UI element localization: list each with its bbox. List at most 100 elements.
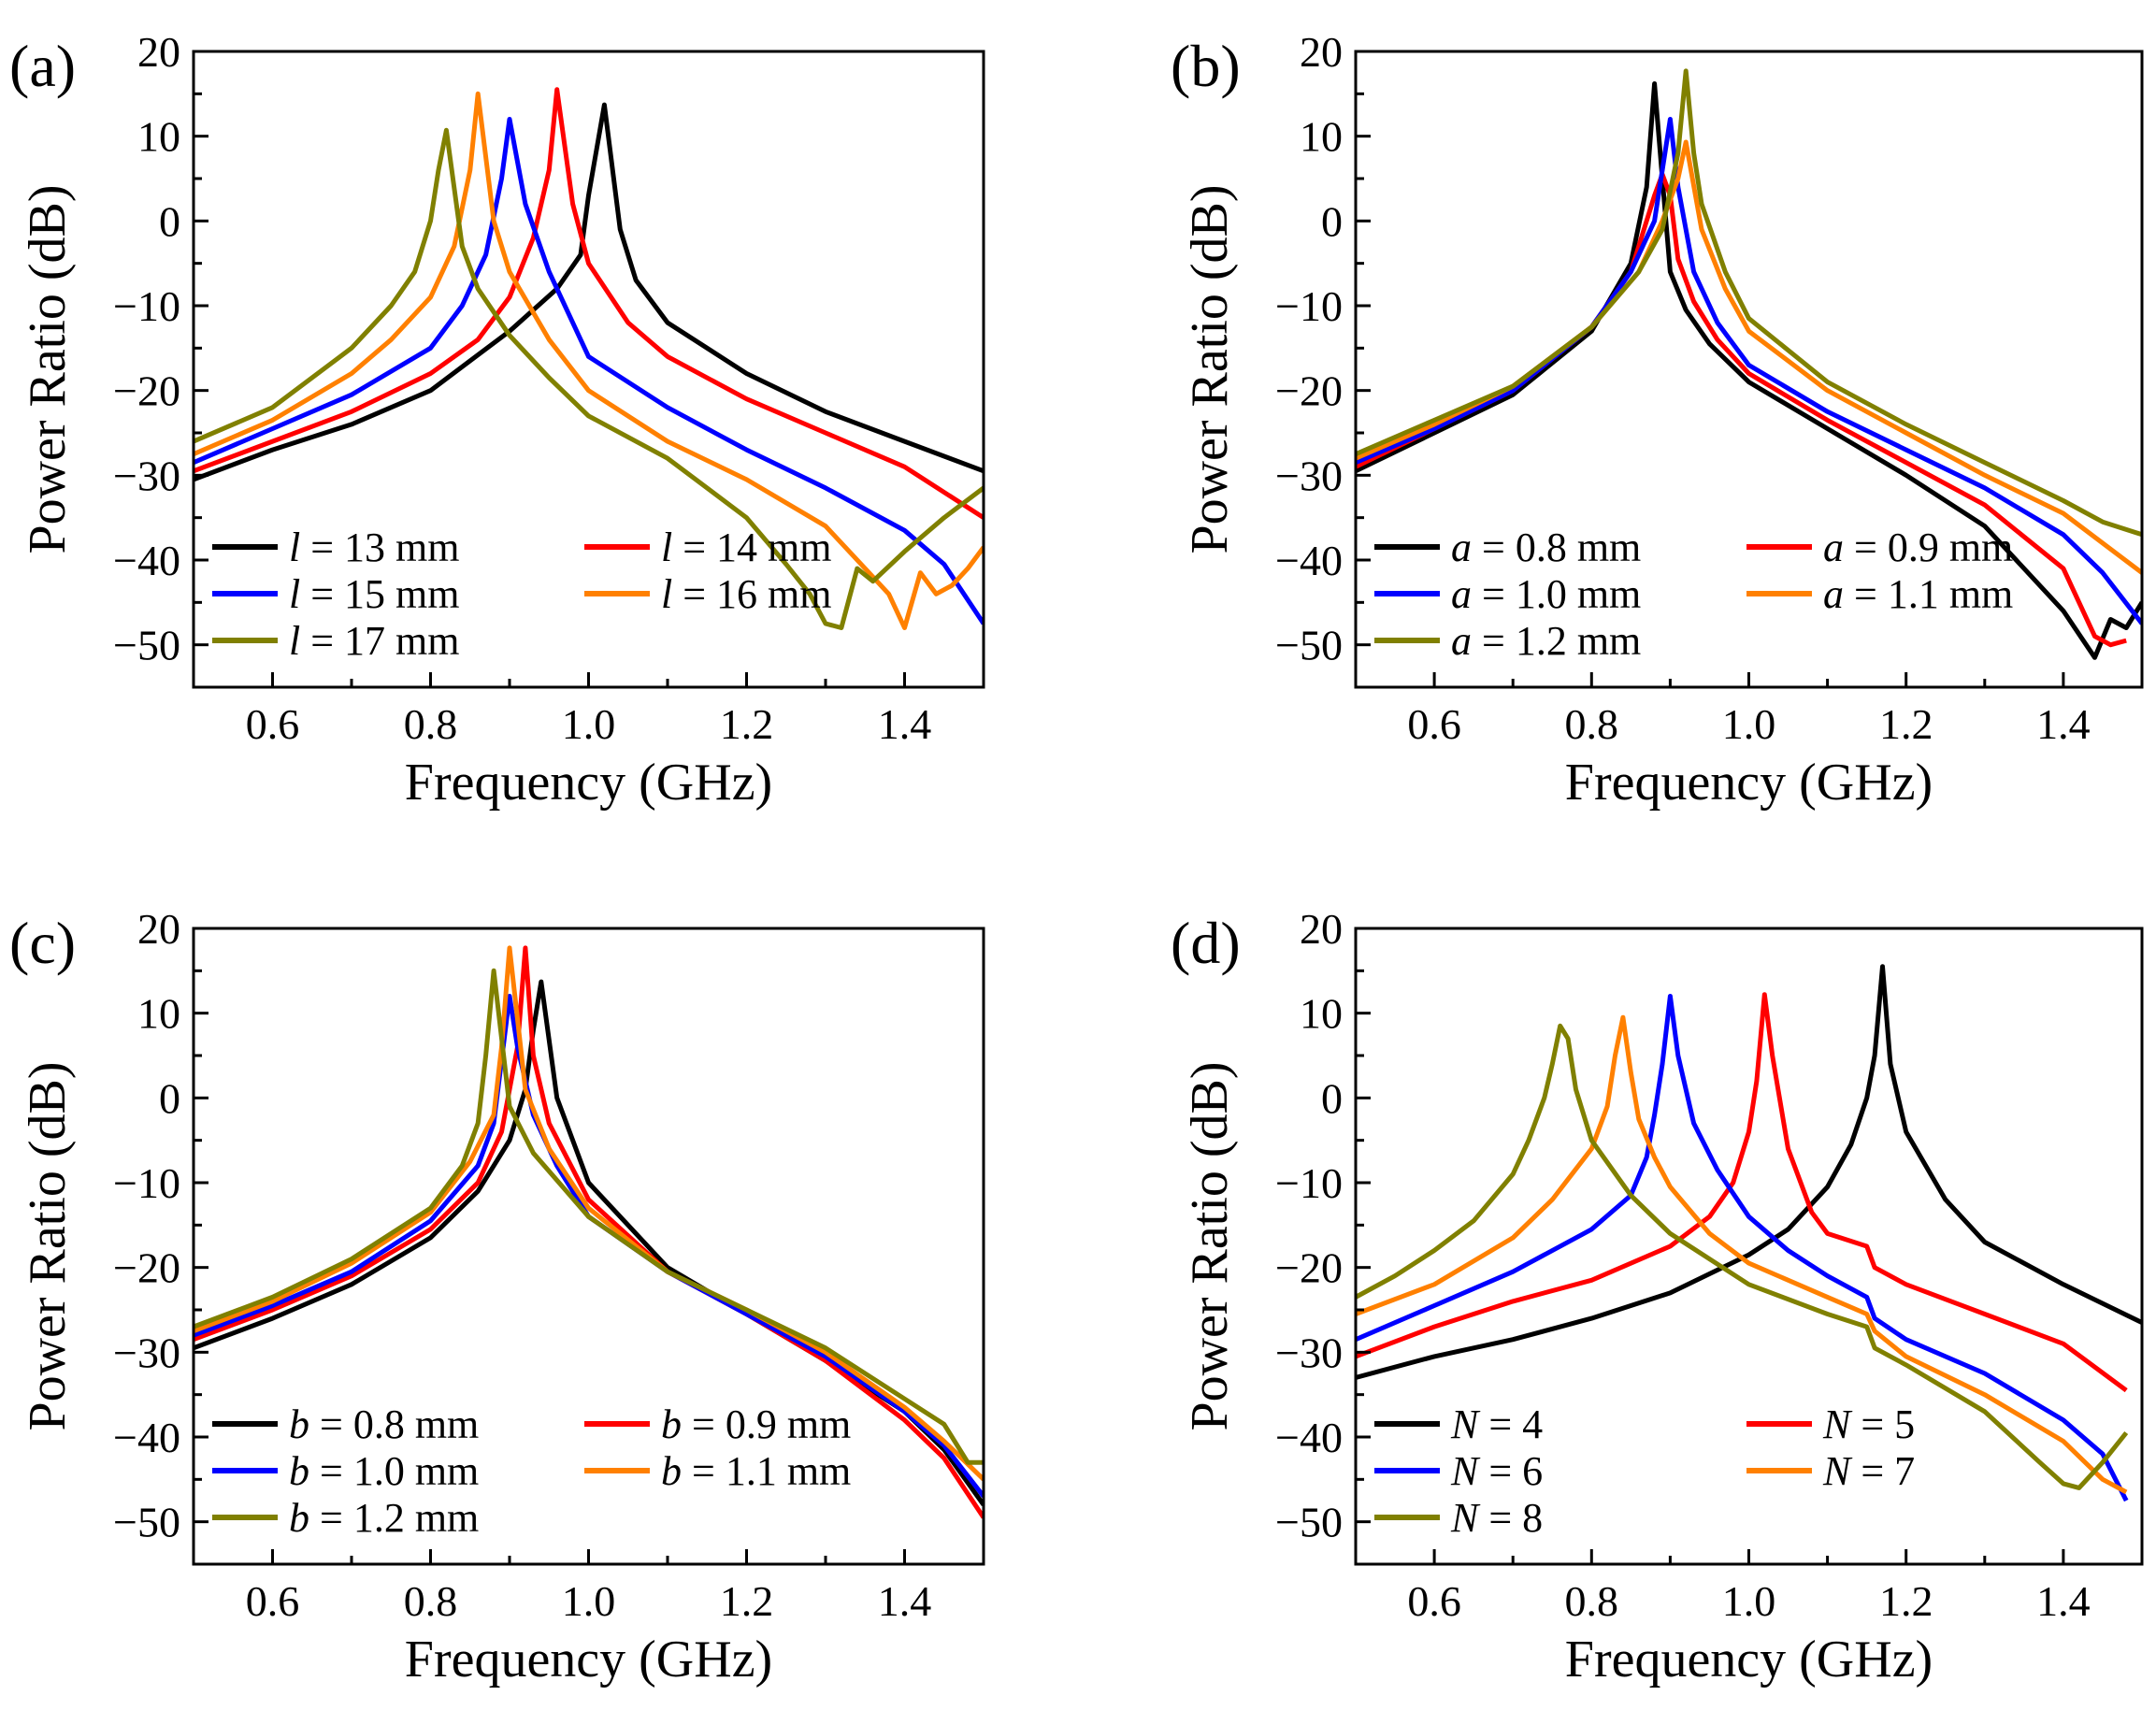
series-line	[1356, 994, 2129, 1502]
y-tick-label: −30	[113, 452, 180, 499]
series-line	[194, 968, 984, 1465]
panel-label: (b)	[1171, 33, 1241, 99]
y-tick-label: 10	[137, 990, 180, 1038]
legend-label: b = 1.0 mm	[289, 1448, 479, 1494]
y-tick-label: −10	[113, 1159, 180, 1207]
y-tick-label: 20	[137, 905, 180, 953]
series-line	[194, 91, 984, 630]
legend: a = 0.8 mm a = 0.9 mm a = 1.0 mm a = 1.1 mm…	[1374, 524, 2013, 664]
legend-label: a = 1.2 mm	[1451, 618, 1641, 664]
series-line	[194, 945, 984, 1519]
x-tick-label: 1.0	[562, 700, 616, 748]
legend-label: a = 1.1 mm	[1823, 571, 2013, 617]
y-tick-label: −30	[1275, 452, 1343, 499]
y-tick-label: 10	[1300, 113, 1343, 161]
x-tick-label: 0.6	[246, 700, 300, 748]
x-tick-label: 0.8	[404, 1577, 458, 1625]
chart-panel-3: (c) 0.6 0.8 1.0 1.2 1.4 20 10 0 −10 −20 −30 −40 −50 Fr…	[9, 905, 985, 1688]
legend-label: N = 4	[1450, 1401, 1543, 1447]
legend: N = 4 N = 5 N = 6 N = 7 N = 8	[1374, 1401, 1915, 1541]
y-tick-label: −50	[113, 622, 180, 669]
chart-panel-2: (b) 0.6 0.8 1.0 1.2 1.4 20 10 0 −10 −20 −30 −40 −50 Fr…	[1171, 28, 2144, 812]
legend-label: l = 16 mm	[661, 571, 832, 617]
legend-label: N = 6	[1450, 1448, 1543, 1494]
y-tick-label: −10	[1275, 282, 1343, 330]
y-tick-label: −50	[1275, 622, 1343, 669]
series-line	[1356, 1014, 2128, 1495]
y-tick-label: −20	[1275, 1244, 1343, 1292]
y-tick-label: −40	[113, 537, 180, 584]
y-tick-label: −20	[113, 1244, 180, 1292]
y-tick-label: 0	[1321, 1074, 1343, 1122]
x-tick-label: 1.4	[878, 700, 932, 748]
x-tick-label: 1.4	[878, 1577, 932, 1625]
series-line	[1356, 992, 2128, 1393]
panel-label: (a)	[9, 33, 76, 99]
x-tick-label: 1.0	[562, 1577, 616, 1625]
series-line	[194, 102, 984, 482]
series-line	[1356, 964, 2142, 1380]
x-axis-title: Frequency (GHz)	[405, 754, 772, 812]
x-tick-label: 0.8	[404, 700, 458, 748]
x-tick-label: 0.6	[1407, 1577, 1461, 1625]
legend-label: N = 7	[1822, 1448, 1915, 1494]
x-tick-label: 0.8	[1565, 1577, 1619, 1625]
y-tick-label: 20	[1300, 905, 1343, 953]
series-line	[194, 127, 984, 630]
legend: b = 0.8 mm b = 0.9 mm b = 1.0 mm b = 1.1 mm…	[212, 1401, 851, 1541]
y-tick-label: −20	[113, 367, 180, 415]
series-line	[194, 87, 984, 520]
legend-label: N = 8	[1450, 1495, 1543, 1541]
legend-label: l = 15 mm	[289, 571, 460, 617]
y-tick-label: −20	[1275, 367, 1343, 415]
y-tick-label: 10	[1300, 990, 1343, 1038]
x-axis-title: Frequency (GHz)	[1565, 1631, 1933, 1688]
legend: l = 13 mm l = 14 mm l = 15 mm l = 16 mm l = …	[212, 524, 832, 664]
x-tick-label: 1.0	[1722, 1577, 1776, 1625]
legend-label: l = 13 mm	[289, 524, 460, 570]
y-tick-label: −10	[1275, 1159, 1343, 1207]
x-axis-title: Frequency (GHz)	[405, 1631, 772, 1688]
y-axis-title: Power Ratio (dB)	[1181, 184, 1239, 553]
x-tick-label: 0.6	[246, 1577, 300, 1625]
y-axis-title: Power Ratio (dB)	[1181, 1061, 1239, 1430]
chart-panel-4: (d) 0.6 0.8 1.0 1.2 1.4 20 10 0 −10 −20 −30 −40 −50 Fr…	[1171, 905, 2144, 1688]
y-tick-label: −30	[1275, 1329, 1343, 1376]
legend-label: a = 1.0 mm	[1451, 571, 1641, 617]
legend-label: N = 5	[1822, 1401, 1915, 1447]
y-tick-label: 20	[1300, 28, 1343, 76]
x-tick-label: 1.4	[2036, 700, 2091, 748]
legend-label: l = 17 mm	[289, 618, 460, 664]
chart-panel-1: (a) 0.6 0.8 1.0 1.2 1.4 20 10 0 −10 −20 −30 −40 −50 Fr…	[9, 28, 985, 812]
x-axis-title: Frequency (GHz)	[1565, 754, 1933, 812]
y-tick-label: 0	[159, 197, 180, 245]
series-line	[194, 945, 984, 1482]
panel-label: (c)	[9, 910, 76, 976]
x-tick-label: 1.2	[720, 1577, 774, 1625]
y-tick-label: −50	[1275, 1499, 1343, 1546]
y-tick-label: −40	[113, 1414, 180, 1461]
x-tick-label: 0.6	[1407, 700, 1461, 748]
series-line	[1356, 139, 2142, 575]
x-tick-label: 1.2	[720, 700, 774, 748]
panel-label: (d)	[1171, 910, 1241, 976]
y-tick-label: −50	[113, 1499, 180, 1546]
y-tick-label: 20	[137, 28, 180, 76]
y-axis-title: Power Ratio (dB)	[19, 1061, 77, 1430]
y-tick-label: −30	[113, 1329, 180, 1376]
legend-label: b = 0.9 mm	[661, 1401, 851, 1447]
legend-label: a = 0.8 mm	[1451, 524, 1641, 570]
x-tick-label: 1.2	[1879, 1577, 1933, 1625]
y-tick-label: −40	[1275, 1414, 1343, 1461]
y-axis-title: Power Ratio (dB)	[19, 184, 77, 553]
x-tick-label: 1.4	[2036, 1577, 2091, 1625]
series-line	[1356, 1023, 2129, 1490]
y-tick-label: 10	[137, 113, 180, 161]
legend-label: b = 1.1 mm	[661, 1448, 851, 1494]
x-tick-label: 1.2	[1879, 700, 1933, 748]
legend-label: b = 1.2 mm	[289, 1495, 479, 1541]
legend-label: l = 14 mm	[661, 524, 832, 570]
x-tick-label: 0.8	[1565, 700, 1619, 748]
